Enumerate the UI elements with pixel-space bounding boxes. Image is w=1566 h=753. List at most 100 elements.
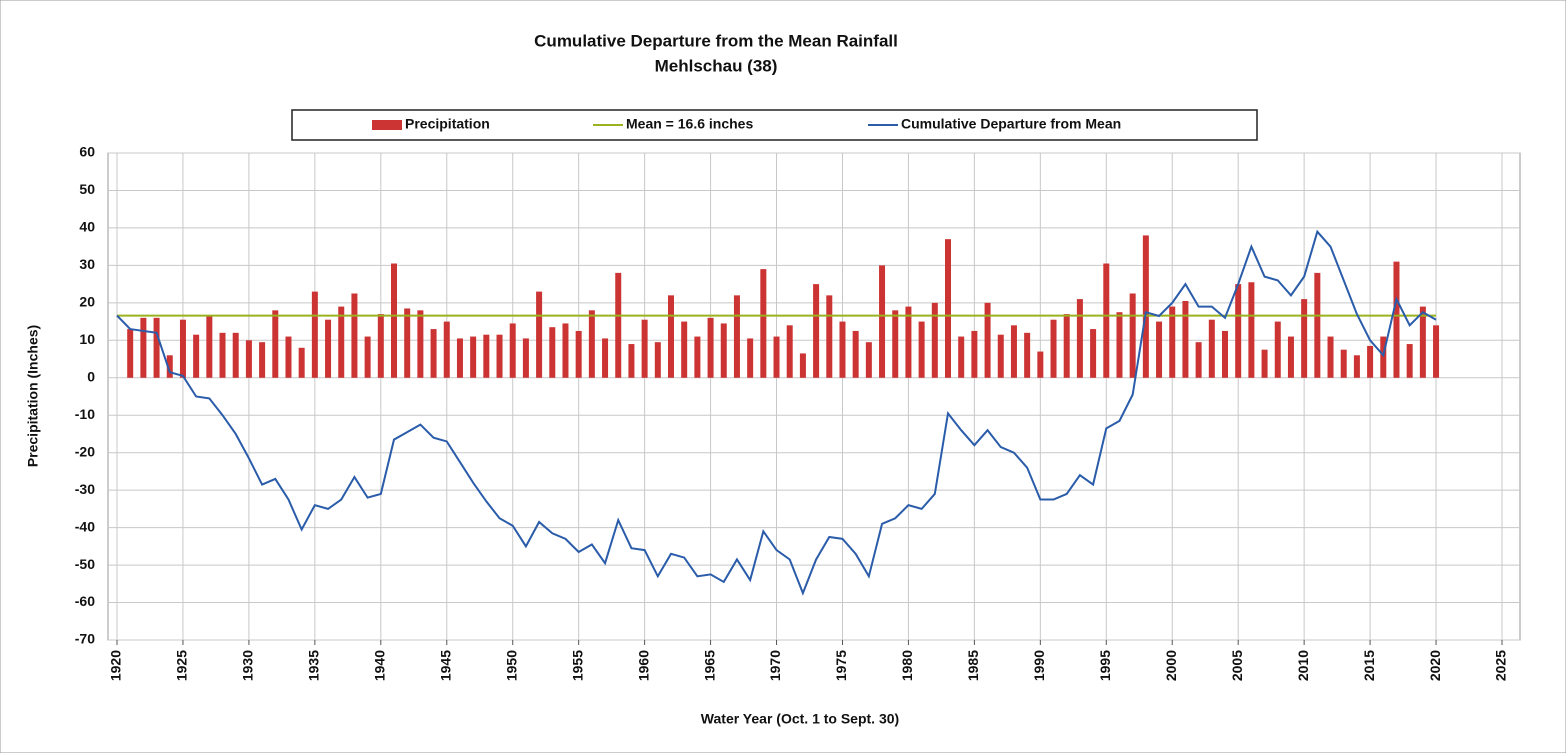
bar [153,317,160,378]
bar [747,338,754,378]
line [116,229,1437,596]
bar [615,272,622,378]
bar [483,334,490,378]
y-tick-label: -30 [75,481,95,497]
bar [1169,306,1176,378]
bar [1010,325,1017,378]
bar [1353,355,1360,378]
x-tick-label: 2020 [1427,650,1443,681]
bar [562,323,569,378]
bar [813,284,820,378]
chart-subtitle: Mehlschau (38) [655,56,778,75]
bar [1116,312,1123,378]
bar [760,269,767,378]
legend-label: Precipitation [405,116,490,132]
y-tick-label: 30 [79,256,95,272]
x-tick-label: 1925 [174,650,190,681]
bar [1287,336,1294,378]
x-tick-label: 2025 [1493,650,1509,681]
legend-box [291,109,1258,141]
bar [364,336,371,378]
y-tick-label: -10 [75,406,95,422]
x-tick-label: 2015 [1361,650,1377,681]
bar [720,323,727,378]
bar [1024,332,1031,378]
bar [668,295,674,378]
x-tick-label: 1970 [767,650,783,681]
bar [628,344,635,378]
bar [272,310,279,378]
y-tick-label: -40 [75,518,95,534]
x-tick-label: 1935 [306,650,322,681]
legend-label: Cumulative Departure from Mean [901,116,1121,132]
bar [285,336,292,378]
bar [865,342,872,378]
bar [681,321,688,378]
bar [1393,261,1400,378]
x-tick-label: 1995 [1097,650,1113,681]
x-tick-label: 1985 [965,650,981,681]
bar [1433,325,1440,378]
bar [509,323,516,378]
x-tick-label: 1980 [899,650,915,681]
bar [602,338,609,378]
y-tick-label: 40 [79,219,95,235]
bar [456,338,463,378]
bar [127,329,134,378]
bar [892,310,899,378]
bar [1261,349,1268,378]
bar [852,330,859,378]
bar [839,321,846,378]
bar [325,319,332,378]
bar [1129,293,1136,378]
x-tick-label: 1945 [437,650,453,681]
x-axis-title: Water Year (Oct. 1 to Sept. 30) [701,711,899,727]
y-tick-label: -70 [75,631,95,647]
bar [575,330,582,378]
y-tick-label: 0 [87,368,95,384]
bar [496,334,503,378]
bar [391,263,397,378]
x-tick-label: 2000 [1163,650,1179,681]
bar [1235,284,1242,378]
bar [918,321,925,378]
bar [773,336,780,378]
legend-swatch [372,120,402,130]
bar [1076,299,1083,378]
x-tick-label: 1930 [240,650,256,681]
bar [1327,336,1334,378]
bar [206,315,213,378]
x-tick-label: 1955 [569,650,585,681]
bar [351,293,358,378]
bar [1090,329,1097,378]
bar [958,336,965,378]
bar [641,319,648,378]
bar [1222,330,1228,378]
bar [971,330,978,378]
bar [179,319,186,378]
bar [1037,351,1044,378]
bar [193,334,200,378]
bar [1419,306,1426,378]
bar [1274,321,1281,378]
bar [219,332,226,378]
bar [166,355,173,378]
bar [707,317,714,378]
bar [522,338,529,378]
bar [1314,272,1321,378]
bar [1182,300,1189,378]
bar [1156,321,1163,378]
x-tick-label: 1960 [635,650,651,681]
bar [140,317,147,378]
bar [799,353,806,378]
bar [1248,282,1255,378]
bar [549,327,556,378]
y-tick-label: -20 [75,443,95,459]
bar [1301,299,1308,378]
bar [430,329,437,378]
bar [311,291,318,378]
bar [245,340,252,378]
bar [1406,344,1413,378]
bar [1063,314,1070,378]
